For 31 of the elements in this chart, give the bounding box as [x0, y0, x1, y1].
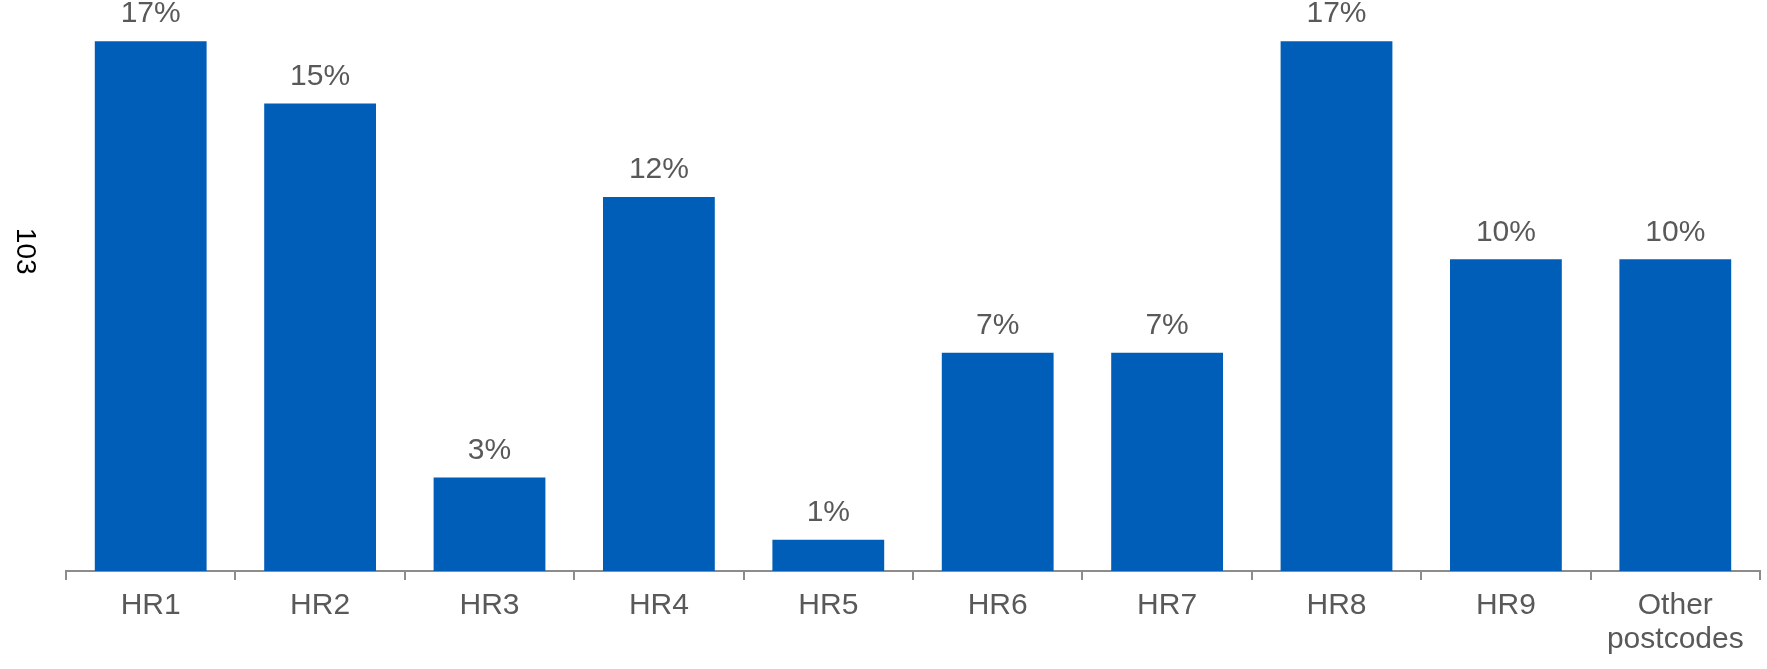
x-tick-label: Other postcodes	[1606, 586, 1744, 655]
x-tick-label: HR6	[967, 586, 1028, 620]
x-tick-label: HR1	[120, 586, 181, 620]
x-tick-label: HR8	[1306, 586, 1367, 620]
x-tick-label: HR9	[1475, 586, 1536, 620]
y-axis-title: 103	[11, 227, 43, 275]
bar	[1450, 259, 1562, 571]
data-label: 7%	[1145, 307, 1189, 341]
bar	[94, 41, 207, 571]
x-tick-label: HR7	[1137, 586, 1198, 620]
bar	[1619, 259, 1732, 571]
data-label: 1%	[806, 494, 850, 528]
x-tick-label: HR3	[459, 586, 520, 620]
bar	[772, 539, 885, 571]
data-label: 7%	[976, 307, 1020, 341]
bar	[264, 103, 376, 571]
bar	[1111, 352, 1223, 571]
bar	[941, 352, 1054, 571]
bar	[1280, 41, 1393, 571]
data-label: 3%	[467, 431, 512, 465]
data-label: 15%	[290, 57, 351, 91]
data-label: 10%	[1475, 213, 1536, 247]
data-label: 17%	[120, 0, 181, 29]
x-tick-label: HR4	[628, 586, 689, 620]
data-label: 12%	[628, 151, 689, 185]
x-tick-label: HR5	[798, 586, 859, 620]
bar	[603, 197, 715, 571]
bar	[433, 477, 546, 571]
x-tick-label: HR2	[290, 586, 351, 620]
data-label: 10%	[1645, 213, 1706, 247]
data-label: 17%	[1306, 0, 1367, 29]
